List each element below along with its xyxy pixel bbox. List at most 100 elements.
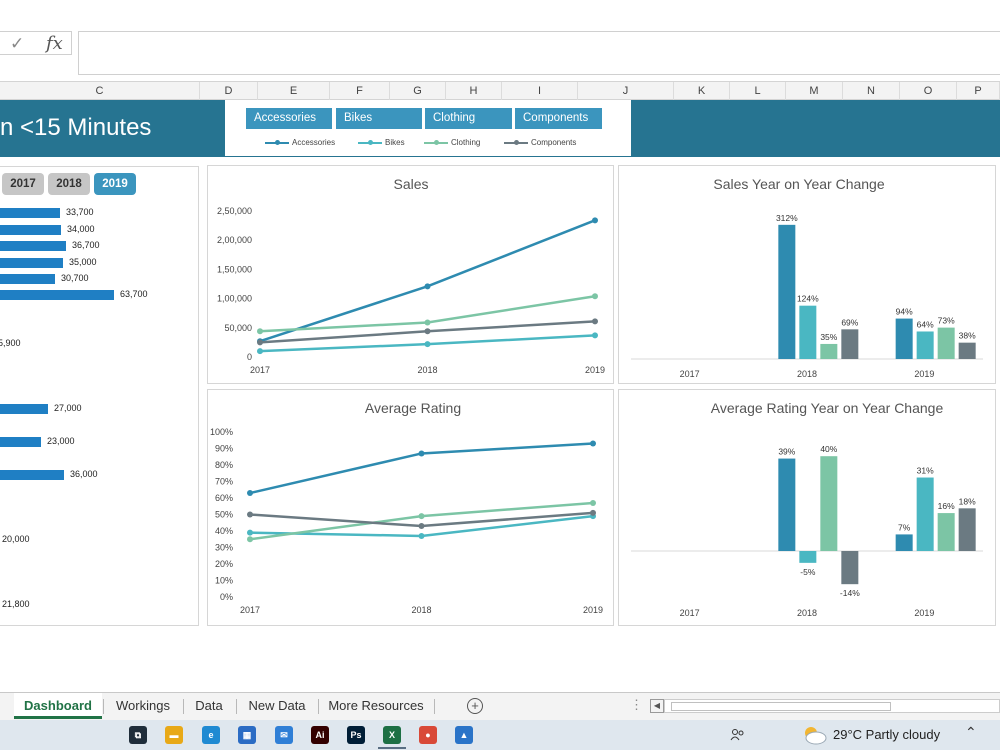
- left-bar-label: 23,000: [47, 436, 75, 446]
- formula-tools: ✓ fx: [0, 31, 72, 55]
- left-bar-label: 36,700: [72, 240, 100, 250]
- chrome-icon[interactable]: ●: [419, 726, 437, 744]
- scrollbar-thumb[interactable]: [671, 702, 891, 711]
- tab-more-resources[interactable]: More Resources: [328, 698, 424, 713]
- left-bar: [0, 404, 48, 414]
- chart-title: Average Rating: [365, 400, 461, 416]
- dashboard-title: n <15 Minutes: [0, 114, 152, 141]
- tab-data[interactable]: Data: [195, 698, 223, 713]
- left-bar: [0, 208, 60, 218]
- series-point: [592, 332, 598, 339]
- y-tick-label: 0: [247, 352, 252, 362]
- bar-clothing: [937, 327, 955, 359]
- windows-taskbar: ⧉ ▬ e ▦ ✉ Ai Ps X ● ▲ 29°C Partly cloudy ⌃: [0, 720, 1000, 750]
- illustrator-icon[interactable]: Ai: [311, 726, 329, 744]
- year-button-2018[interactable]: 2018: [48, 173, 90, 195]
- data-label: 18%: [959, 496, 976, 506]
- bar-bikes: [916, 477, 934, 551]
- column-header-m[interactable]: M: [786, 82, 843, 100]
- series-point: [247, 536, 253, 543]
- excel-icon[interactable]: X: [383, 726, 401, 744]
- y-tick-label: 100%: [210, 427, 233, 437]
- column-header-h[interactable]: H: [446, 82, 502, 100]
- store-icon[interactable]: ▦: [238, 726, 256, 744]
- bar-components: [958, 508, 976, 551]
- file-explorer-icon[interactable]: ▬: [165, 726, 183, 744]
- year-button-2017[interactable]: 2017: [2, 173, 44, 195]
- horizontal-scrollbar[interactable]: [664, 699, 1000, 713]
- data-label: 7%: [898, 522, 911, 532]
- left-bar-label: 21,800: [2, 599, 30, 609]
- enter-check-icon[interactable]: ✓: [10, 34, 25, 53]
- x-tick-label: 2018: [411, 605, 431, 615]
- y-tick-label: 2,50,000: [217, 206, 252, 216]
- rating-yoy-chart-panel: Average Rating Year on Year Change 2017 20…: [618, 389, 996, 626]
- x-tick-label: 2017: [680, 608, 700, 618]
- data-label: 124%: [797, 294, 819, 304]
- slicer-clothing-button[interactable]: Clothing: [425, 108, 512, 129]
- task-view-icon[interactable]: ⧉: [129, 726, 147, 744]
- y-tick-label: 40%: [215, 526, 233, 536]
- column-header-o[interactable]: O: [900, 82, 957, 100]
- data-label: 16%: [938, 501, 955, 511]
- data-label: -5%: [800, 567, 816, 577]
- column-header-d[interactable]: D: [200, 82, 258, 100]
- insert-function-icon[interactable]: fx: [46, 33, 63, 54]
- y-tick-label: 0%: [220, 592, 233, 602]
- slicer-accessories-button[interactable]: Accessories: [246, 108, 332, 129]
- series-point: [592, 318, 598, 325]
- tab-dashboard[interactable]: Dashboard: [14, 693, 102, 719]
- mail-icon[interactable]: ✉: [275, 726, 293, 744]
- x-tick-label: 2019: [583, 605, 603, 615]
- add-sheet-icon[interactable]: +: [467, 698, 483, 714]
- column-header-k[interactable]: K: [674, 82, 730, 100]
- slicer-components-button[interactable]: Components: [515, 108, 602, 129]
- y-tick-label: 50%: [215, 510, 233, 520]
- tab-new-data[interactable]: New Data: [248, 698, 306, 713]
- column-header-p[interactable]: P: [957, 82, 1000, 100]
- data-label: -14%: [840, 588, 860, 598]
- formula-bar: ✓ fx: [0, 0, 1000, 80]
- series-point: [424, 283, 431, 290]
- left-bar: [0, 274, 55, 284]
- left-bar: [0, 225, 61, 235]
- year-button-2019[interactable]: 2019: [94, 173, 136, 195]
- y-tick-label: 1,50,000: [217, 264, 252, 274]
- left-bar-label: 63,700: [120, 289, 148, 299]
- photos-icon[interactable]: ▲: [455, 726, 473, 744]
- photoshop-icon[interactable]: Ps: [347, 726, 365, 744]
- left-bar-label: 33,700: [66, 207, 94, 217]
- left-bar: [0, 470, 64, 480]
- column-header-f[interactable]: F: [330, 82, 390, 100]
- edge-icon[interactable]: e: [202, 726, 220, 744]
- column-header-i[interactable]: I: [502, 82, 578, 100]
- column-header-l[interactable]: L: [730, 82, 786, 100]
- bar-components: [841, 329, 859, 359]
- slicer-bikes-button[interactable]: Bikes: [336, 108, 422, 129]
- data-label: 64%: [917, 319, 934, 329]
- left-bar-label: 30,700: [61, 273, 89, 283]
- series-point: [590, 440, 596, 447]
- tray-chevron-icon[interactable]: ⌃: [965, 724, 977, 740]
- tab-splitter-icon[interactable]: ⋮: [630, 697, 643, 712]
- scroll-left-icon[interactable]: ◀: [650, 699, 664, 713]
- bar-accessories: [778, 224, 796, 359]
- formula-input[interactable]: [78, 31, 1000, 75]
- x-tick-label: 2019: [585, 365, 605, 375]
- column-header-n[interactable]: N: [843, 82, 900, 100]
- column-header-j[interactable]: J: [578, 82, 674, 100]
- series-point: [247, 529, 253, 536]
- x-tick-label: 2018: [797, 608, 817, 618]
- data-label: 73%: [938, 316, 955, 326]
- column-header-e[interactable]: E: [258, 82, 330, 100]
- y-tick-label: 10%: [215, 576, 233, 586]
- column-header-g[interactable]: G: [390, 82, 446, 100]
- y-tick-label: 50,000: [224, 323, 252, 333]
- column-header-c[interactable]: C: [0, 82, 200, 100]
- chart-title: Sales Year on Year Change: [713, 176, 884, 192]
- data-label: 94%: [896, 307, 913, 317]
- weather-text[interactable]: 29°C Partly cloudy: [833, 727, 941, 742]
- tab-workings[interactable]: Workings: [116, 698, 170, 713]
- people-icon[interactable]: [730, 728, 746, 742]
